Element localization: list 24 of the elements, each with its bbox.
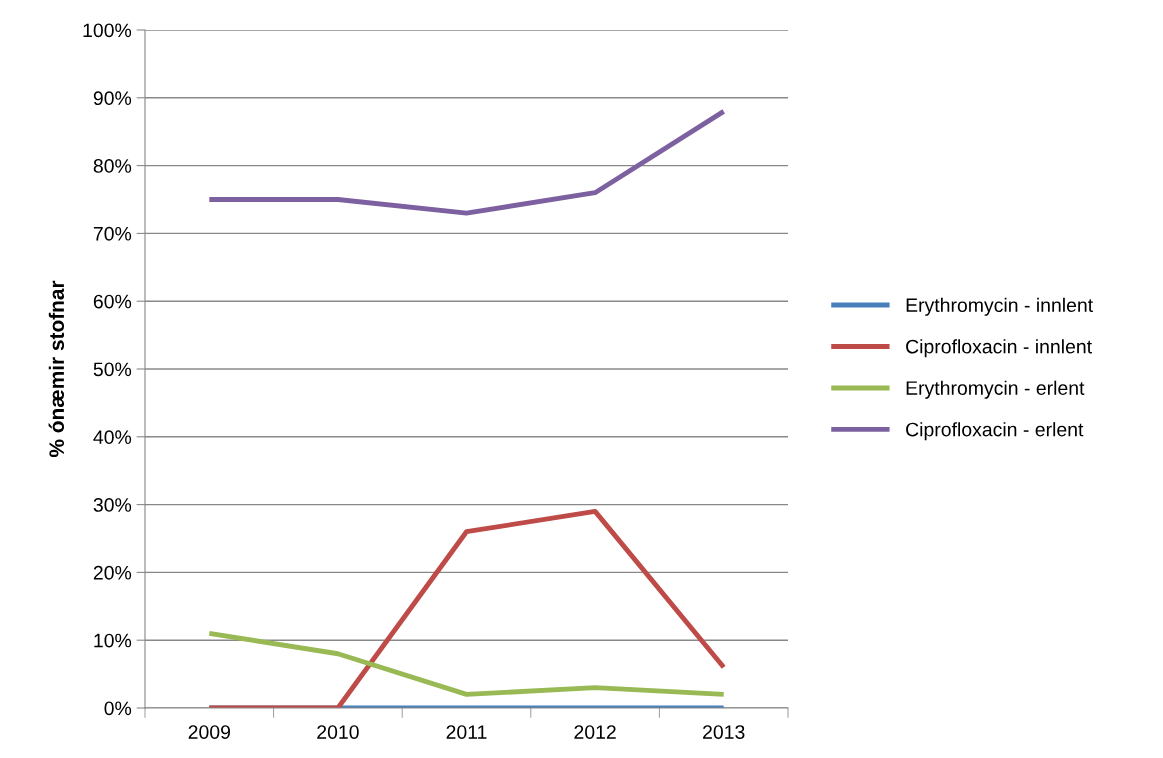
line-series [206, 108, 727, 216]
x-tick-label: 2010 [317, 725, 359, 739]
x-tick-label: 2009 [188, 725, 231, 739]
line-series [206, 630, 727, 697]
x-tick-label: 2012 [574, 725, 616, 739]
y-tick-label: 80% [93, 159, 132, 173]
legend-label: Erythromycin - erlent [906, 380, 1085, 399]
x-tick-label: 2013 [703, 725, 745, 739]
legend-label: Erythromycin - innlent [906, 297, 1093, 316]
y-tick-label: 60% [93, 294, 132, 309]
y-tick-label: 40% [93, 430, 132, 445]
y-axis-title: % ónæmir stofnar [48, 280, 65, 458]
y-tick-label: 100% [83, 23, 132, 38]
y-tick-label: 20% [93, 565, 132, 580]
y-tick-label: 50% [93, 362, 132, 377]
y-tick-label: 30% [93, 498, 132, 512]
y-tick-label: 70% [93, 226, 132, 241]
y-tick-label: 90% [93, 91, 132, 106]
x-tick-label: 2011 [446, 725, 487, 739]
y-tick-label: 10% [94, 633, 132, 648]
legend-label: Ciprofloxacin - erlent [906, 422, 1084, 441]
y-tick-label: 0% [104, 701, 132, 716]
line-series [206, 508, 727, 708]
legend-label: Ciprofloxacin - innlent [906, 339, 1092, 358]
